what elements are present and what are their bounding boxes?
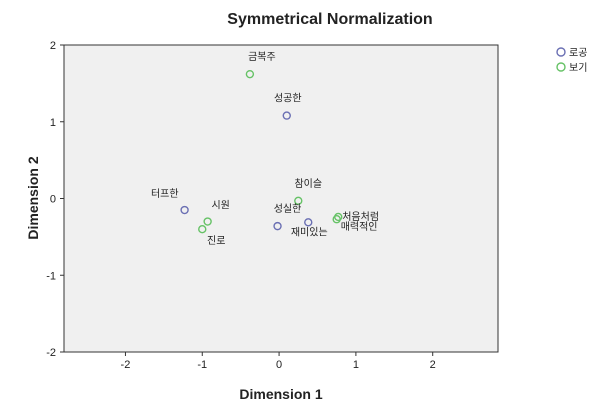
data-point [198,224,207,234]
point-label: 재미있는 [291,226,328,238]
point-label: 진로 [207,235,225,247]
legend-marker [556,62,566,72]
y-axis-title: Dimension 2 [25,156,41,239]
x-tick-label: 0 [276,359,282,371]
data-point [273,221,282,231]
x-axis: -2 -1 0 1 2 [121,352,436,371]
data-point [180,205,189,215]
point-label: 참이슬 [294,178,322,190]
chart-title: Symmetrical Normalization [227,11,432,28]
y-tick-label: 0 [50,194,56,206]
point-label: 시원 [211,200,229,212]
data-point [332,215,341,224]
data-point [304,218,313,227]
data-point [294,196,303,206]
legend-label: 로공 [569,47,587,59]
point-label: 처음처럼 [342,210,379,223]
x-tick-label: 2 [430,359,436,371]
point-label: 성공한 [274,93,302,105]
data-point [203,217,212,226]
point-label: 매력적인 [341,221,378,233]
point-label: 성실한 [274,203,302,215]
y-axis: -2 -1 0 1 2 [46,40,64,359]
plot-area [63,44,499,353]
y-tick-label: -2 [46,347,56,359]
y-tick-label: -1 [46,270,56,282]
data-point [245,69,255,79]
legend-label: 보기 [569,62,587,74]
y-tick-label: 1 [50,117,56,129]
data-point [282,111,291,120]
x-tick-label: -1 [197,359,207,371]
y-tick-label: 2 [50,40,56,52]
data-points [180,69,343,234]
legend-marker [556,47,566,57]
x-tick-label: -2 [121,359,131,371]
point-label: 터프한 [151,188,179,200]
point-label: 금복주 [248,51,276,63]
x-tick-label: 1 [353,359,359,371]
x-axis-title: Dimension 1 [239,386,322,402]
